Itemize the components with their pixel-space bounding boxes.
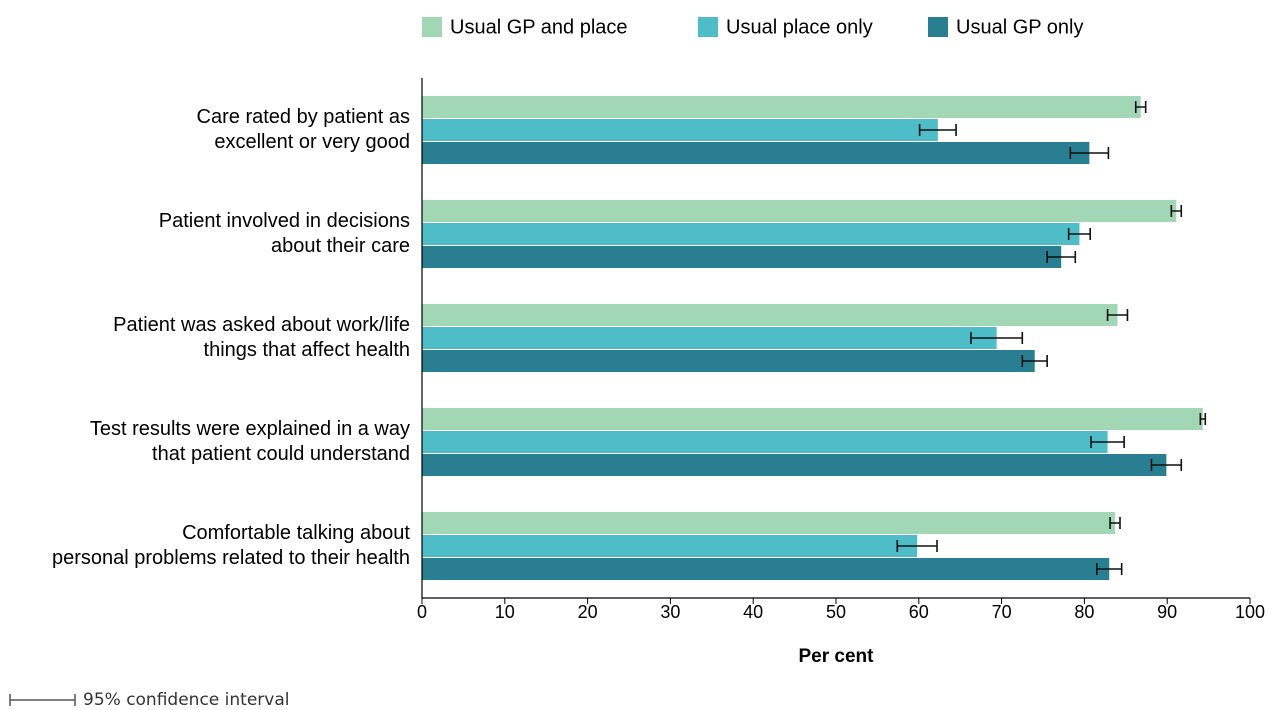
error-bar	[1046, 251, 1077, 263]
error-bar	[918, 124, 957, 136]
x-tick-label: 40	[743, 602, 763, 622]
error-bar	[970, 332, 1024, 344]
note-icon	[9, 694, 76, 706]
error-bar	[1106, 309, 1129, 321]
x-tick-label: 20	[578, 602, 598, 622]
legend-label: Usual place only	[726, 16, 873, 38]
legend-label: Usual GP and place	[450, 16, 628, 38]
category-label: personal problems related to their healt…	[52, 547, 410, 569]
x-tick-label: 90	[1157, 602, 1177, 622]
x-tick-label: 80	[1074, 602, 1094, 622]
category-label: Care rated by patient as	[197, 106, 410, 128]
bar	[422, 350, 1035, 372]
bar	[422, 246, 1062, 268]
category-label: Test results were explained in a way	[90, 418, 410, 440]
category-label: about their care	[271, 235, 410, 257]
error-bar	[1067, 228, 1091, 240]
bar	[422, 200, 1177, 222]
bar	[422, 431, 1108, 453]
legend-swatch	[422, 17, 442, 37]
category-label: Patient was asked about work/life	[113, 314, 410, 336]
bar	[422, 512, 1116, 534]
error-bar	[1199, 413, 1207, 425]
x-tick-label: 10	[495, 602, 515, 622]
error-bar	[1021, 355, 1048, 367]
bar	[422, 327, 997, 349]
error-bar	[1170, 205, 1183, 217]
category-label: Patient involved in decisions	[159, 210, 410, 232]
x-tick-label: 0	[417, 602, 427, 622]
bar	[422, 304, 1118, 326]
category-label: that patient could understand	[152, 443, 410, 465]
legend-swatch	[928, 17, 948, 37]
bar	[422, 223, 1080, 245]
bar	[422, 119, 938, 141]
error-bar	[1134, 101, 1147, 113]
x-axis-title: Per cent	[799, 646, 875, 667]
error-bar	[1090, 436, 1125, 448]
x-tick-label: 60	[909, 602, 929, 622]
error-bar	[896, 540, 938, 552]
bar	[422, 535, 918, 557]
error-bar	[1096, 563, 1123, 575]
legend-swatch	[698, 17, 718, 37]
x-tick-label: 50	[826, 602, 846, 622]
bar	[422, 454, 1167, 476]
category-label: excellent or very good	[214, 131, 410, 153]
error-bar	[1069, 147, 1110, 159]
category-label: things that affect health	[204, 339, 410, 361]
x-tick-label: 30	[660, 602, 680, 622]
category-label: Comfortable talking about	[182, 522, 410, 544]
x-tick-label: 70	[992, 602, 1012, 622]
error-bar	[1150, 459, 1183, 471]
legend-label: Usual GP only	[956, 16, 1083, 38]
bar	[422, 408, 1203, 430]
bar	[422, 558, 1110, 580]
note: 95% confidence interval	[83, 690, 289, 710]
bar	[422, 142, 1090, 164]
error-bar	[1109, 517, 1121, 529]
x-tick-label: 100	[1235, 602, 1265, 622]
bar	[422, 96, 1141, 118]
